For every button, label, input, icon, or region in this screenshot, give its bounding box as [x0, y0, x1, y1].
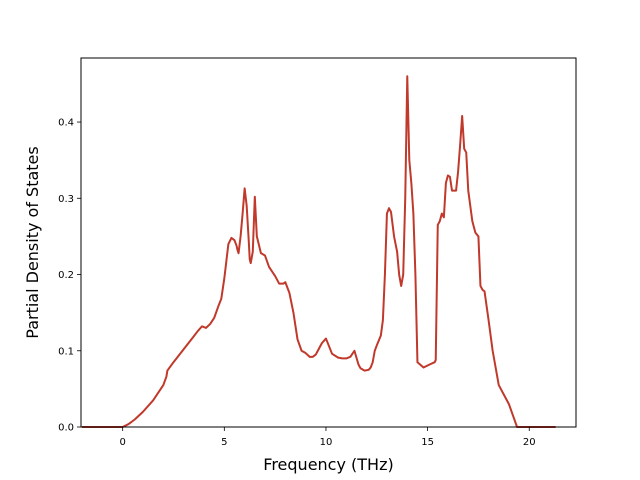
y-tick-label: 0.4 — [58, 118, 74, 129]
x-tick-label: 10 — [320, 437, 333, 448]
y-tick-label: 0.3 — [58, 194, 74, 205]
x-tick-label: 20 — [523, 437, 536, 448]
x-tick-label: 5 — [221, 437, 227, 448]
x-tick-label: 15 — [421, 437, 434, 448]
y-axis-label: Partial Density of States — [23, 146, 42, 338]
y-tick-label: 0.0 — [58, 423, 74, 434]
x-axis-label: Frequency (THz) — [263, 455, 393, 474]
line-layer — [82, 75, 556, 428]
y-tick-label: 0.1 — [58, 346, 74, 357]
y-axis: 0.0 0.1 0.2 0.3 0.4 — [58, 118, 81, 434]
y-tick-label: 0.2 — [58, 270, 74, 281]
x-tick-label: 0 — [119, 437, 125, 448]
plot-frame — [80, 57, 577, 428]
series-line-0 — [82, 75, 556, 428]
x-axis: 0 5 10 15 20 — [119, 427, 536, 448]
